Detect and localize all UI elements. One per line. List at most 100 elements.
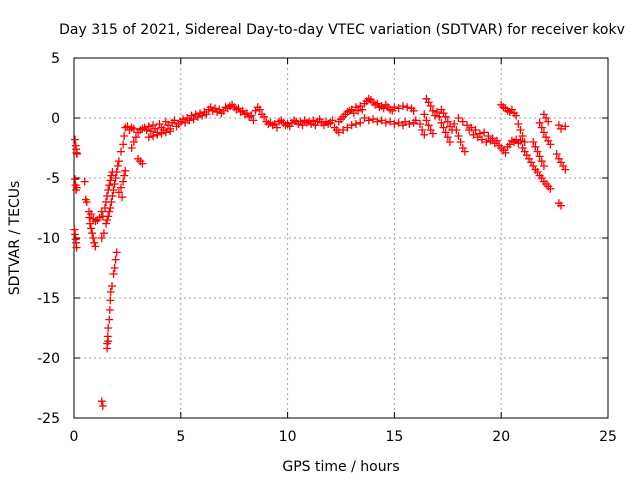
data-point bbox=[533, 147, 542, 156]
data-point bbox=[544, 117, 553, 126]
data-point bbox=[106, 176, 115, 185]
data-point bbox=[484, 132, 493, 140]
data-point bbox=[559, 162, 568, 170]
data-point bbox=[424, 98, 433, 107]
data-point bbox=[106, 288, 115, 296]
data-point bbox=[343, 123, 352, 132]
data-point bbox=[458, 117, 467, 126]
data-point bbox=[108, 282, 117, 290]
data-point bbox=[469, 130, 478, 139]
data-point bbox=[554, 121, 563, 130]
data-point bbox=[542, 133, 551, 142]
data-point bbox=[514, 120, 523, 128]
data-point bbox=[144, 133, 153, 142]
data-point bbox=[146, 127, 155, 136]
data-point bbox=[390, 120, 399, 128]
data-point bbox=[98, 402, 107, 410]
data-point bbox=[524, 154, 533, 163]
data-point bbox=[153, 130, 162, 139]
data-point bbox=[422, 94, 431, 103]
data-point bbox=[360, 114, 369, 122]
data-point bbox=[72, 243, 81, 252]
y-tick-label: -20 bbox=[37, 351, 60, 367]
data-point bbox=[166, 127, 175, 136]
data-point bbox=[542, 114, 551, 122]
data-point bbox=[426, 126, 435, 134]
data-point bbox=[420, 110, 429, 119]
data-point bbox=[129, 138, 138, 146]
data-point bbox=[454, 132, 463, 140]
data-series bbox=[70, 94, 570, 410]
data-point bbox=[351, 120, 360, 128]
data-point bbox=[105, 306, 114, 314]
data-point bbox=[561, 165, 570, 174]
data-point bbox=[105, 181, 114, 190]
data-point bbox=[561, 122, 570, 131]
data-point bbox=[109, 186, 118, 194]
data-point bbox=[108, 192, 117, 200]
data-point bbox=[537, 123, 546, 132]
data-point bbox=[103, 216, 112, 224]
data-point bbox=[463, 121, 472, 130]
data-point bbox=[99, 229, 108, 238]
data-point bbox=[106, 296, 115, 305]
data-point bbox=[202, 110, 211, 119]
data-point bbox=[554, 154, 563, 163]
data-point bbox=[298, 121, 307, 130]
data-point bbox=[144, 122, 153, 131]
data-point bbox=[90, 238, 99, 247]
data-point bbox=[518, 144, 527, 152]
y-tick-label: -15 bbox=[37, 291, 60, 307]
data-point bbox=[454, 114, 463, 122]
data-point bbox=[516, 126, 525, 134]
data-point bbox=[157, 129, 166, 138]
data-point bbox=[482, 138, 491, 146]
data-point bbox=[394, 104, 403, 113]
data-point bbox=[349, 109, 358, 118]
data-point bbox=[426, 102, 435, 110]
data-point bbox=[309, 116, 318, 125]
data-point bbox=[420, 130, 429, 139]
data-point bbox=[272, 123, 281, 132]
data-point bbox=[185, 116, 194, 125]
data-point bbox=[411, 116, 420, 125]
data-point bbox=[539, 110, 548, 119]
data-point bbox=[398, 102, 407, 110]
axis-ticks: 0 5 10 15 20 25 5 0 -5 -10 -15 -20 -25 bbox=[37, 51, 617, 445]
x-tick-label: 15 bbox=[385, 429, 403, 445]
data-point bbox=[458, 144, 467, 152]
data-point bbox=[89, 234, 98, 242]
data-point bbox=[364, 116, 373, 125]
y-tick-label: 0 bbox=[51, 111, 60, 127]
data-point bbox=[501, 148, 510, 157]
data-point bbox=[475, 129, 484, 138]
data-point bbox=[72, 150, 81, 158]
data-point bbox=[460, 147, 469, 156]
data-point bbox=[358, 105, 367, 114]
y-tick-label: -25 bbox=[37, 411, 60, 427]
data-point bbox=[456, 138, 465, 146]
data-point bbox=[138, 159, 147, 168]
data-point bbox=[111, 255, 120, 264]
data-point bbox=[105, 315, 114, 324]
data-point bbox=[131, 133, 140, 142]
data-point bbox=[441, 112, 450, 121]
data-point bbox=[552, 150, 561, 158]
data-point bbox=[422, 116, 431, 125]
data-point bbox=[103, 344, 112, 353]
data-point bbox=[394, 118, 403, 127]
data-point bbox=[107, 198, 116, 206]
data-point bbox=[416, 120, 425, 128]
data-point bbox=[88, 229, 97, 238]
data-point bbox=[97, 397, 106, 406]
y-axis-label: SDTVAR / TECUs bbox=[7, 181, 23, 296]
data-point bbox=[428, 106, 437, 115]
data-point bbox=[433, 108, 442, 116]
data-point bbox=[390, 103, 399, 112]
data-point bbox=[121, 166, 130, 175]
data-point bbox=[116, 183, 125, 192]
data-point bbox=[129, 124, 138, 133]
data-point bbox=[418, 126, 427, 134]
data-point bbox=[120, 132, 129, 140]
data-point bbox=[518, 132, 527, 140]
